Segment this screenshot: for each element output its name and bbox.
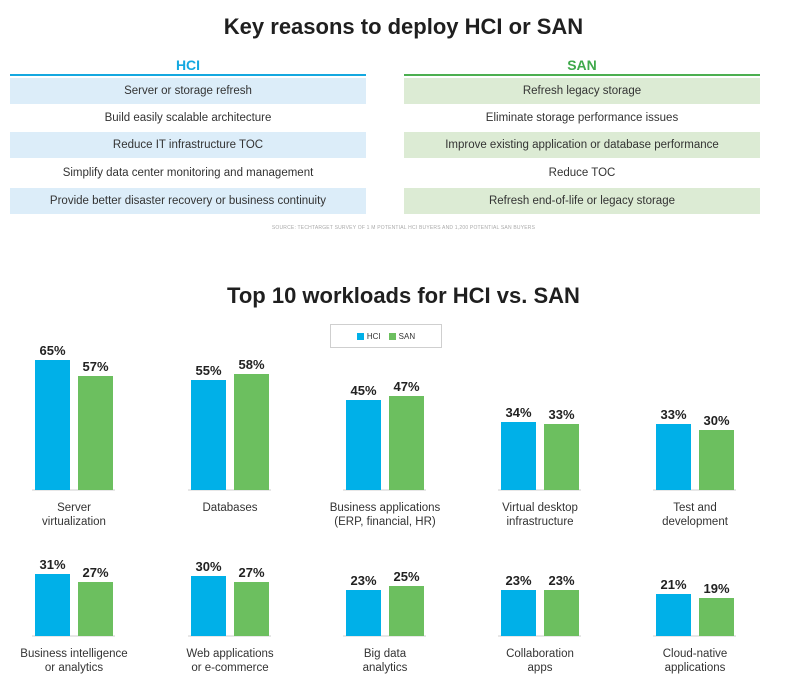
bar-value-label: 58% — [238, 357, 264, 372]
bar-value-label: 23% — [505, 573, 531, 588]
bar-value-label: 33% — [548, 407, 574, 422]
bar-san — [389, 586, 424, 636]
category-label: (ERP, financial, HR) — [334, 516, 436, 528]
bar-hci — [346, 590, 381, 636]
bar-value-label: 23% — [548, 573, 574, 588]
bar-value-label: 55% — [195, 363, 221, 378]
bar-hci — [501, 590, 536, 636]
san-column-header: SAN — [567, 57, 597, 73]
page-title: Key reasons to deploy HCI or SAN — [223, 14, 584, 39]
bar-san — [699, 598, 734, 636]
legend-item-san: SAN — [388, 331, 416, 341]
legend-label-san: SAN — [398, 331, 416, 341]
bar-value-label: 23% — [350, 573, 376, 588]
bar-hci — [191, 576, 226, 636]
bar-value-label: 25% — [393, 569, 419, 584]
chart-title: Top 10 workloads for HCI vs. SAN — [227, 283, 580, 308]
bar-value-label: 31% — [39, 557, 65, 572]
san-reason: Reduce TOC — [548, 167, 616, 179]
category-label: Big data — [364, 648, 407, 660]
bar-san — [78, 376, 113, 490]
category-label: Business intelligence — [20, 648, 127, 660]
bar-value-label: 27% — [82, 565, 108, 580]
san-reason: Refresh legacy storage — [404, 78, 760, 104]
legend-label-hci: HCI — [366, 331, 381, 341]
category-label: virtualization — [42, 516, 106, 528]
bar-san — [544, 424, 579, 490]
bar-hci — [191, 380, 226, 490]
legend-item-hci: HCI — [356, 331, 381, 341]
bar-value-label: 57% — [82, 359, 108, 374]
category-label: analytics — [363, 662, 408, 674]
bar-value-label: 65% — [39, 343, 65, 358]
bar-value-label: 34% — [505, 405, 531, 420]
source-note: SOURCE: TECHTARGET SURVEY OF 1 M POTENTI… — [271, 225, 536, 231]
san-reason: Eliminate storage performance issues — [485, 112, 679, 124]
bar-san — [389, 396, 424, 490]
bar-san — [234, 374, 269, 490]
bar-value-label: 30% — [195, 559, 221, 574]
hci-header-rule — [10, 74, 366, 76]
hci-reason: Build easily scalable architecture — [104, 112, 272, 124]
category-label: Server — [57, 502, 91, 514]
bar-value-label: 30% — [703, 413, 729, 428]
hci-reason: Provide better disaster recovery or busi… — [10, 188, 366, 214]
category-label: Web applications — [186, 648, 274, 660]
bar-value-label: 33% — [660, 407, 686, 422]
bar-san — [78, 582, 113, 636]
san-reason: Improve existing application or database… — [404, 132, 760, 158]
bar-hci — [35, 360, 70, 490]
category-label: infrastructure — [506, 516, 573, 528]
category-label: development — [662, 516, 729, 528]
bar-value-label: 19% — [703, 581, 729, 596]
category-label: Cloud-native — [663, 648, 728, 660]
bar-value-label: 45% — [350, 383, 376, 398]
category-label: or analytics — [45, 662, 103, 674]
category-label: Business applications — [330, 502, 441, 514]
bar-value-label: 47% — [393, 379, 419, 394]
bar-value-label: 27% — [238, 565, 264, 580]
bar-hci — [501, 422, 536, 490]
hci-reason: Simplify data center monitoring and mana… — [62, 167, 314, 179]
category-label: applications — [665, 662, 726, 674]
bar-san — [234, 582, 269, 636]
hci-column-header: HCI — [175, 57, 201, 73]
bar-hci — [656, 594, 691, 636]
chart-legend: HCI SAN — [330, 324, 442, 348]
bar-value-label: 21% — [660, 577, 686, 592]
category-label: Collaboration — [506, 648, 574, 660]
category-label: Test and — [673, 502, 716, 514]
bar-hci — [346, 400, 381, 490]
category-label: Virtual desktop — [502, 502, 578, 514]
category-label: Databases — [203, 502, 258, 514]
bar-san — [544, 590, 579, 636]
category-label: apps — [528, 662, 553, 674]
bar-san — [699, 430, 734, 490]
hci-reason: Reduce IT infrastructure TOC — [10, 132, 366, 158]
san-reason: Refresh end-of-life or legacy storage — [404, 188, 760, 214]
bar-hci — [35, 574, 70, 636]
san-header-rule — [404, 74, 760, 76]
hci-reason: Server or storage refresh — [10, 78, 366, 104]
category-label: or e-commerce — [191, 662, 268, 674]
bar-hci — [656, 424, 691, 490]
